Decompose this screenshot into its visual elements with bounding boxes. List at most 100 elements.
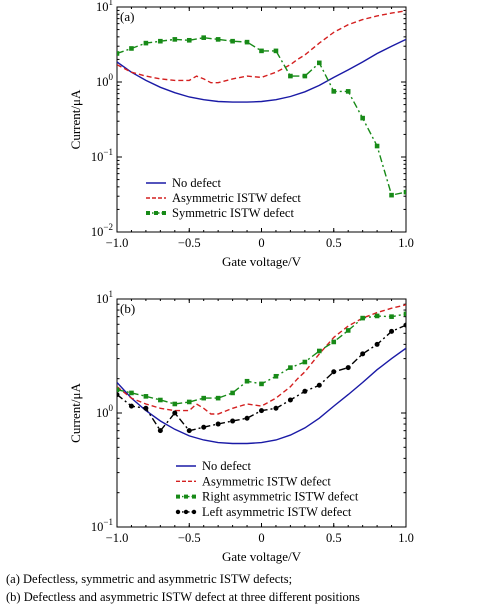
chart-0-ytick-base: 10 — [96, 0, 109, 14]
chart-1-point-left-asymmetric-istw-defect — [345, 365, 351, 371]
chart-0-point-symmetric-istw-defect — [302, 73, 308, 79]
chart-1-point-right-asymmetric-istw-defect — [230, 390, 235, 396]
chart-1-point-left-asymmetric-istw-defect — [273, 405, 279, 411]
chart-1-point-left-asymmetric-istw-defect — [201, 424, 207, 430]
chart-1-point-left-asymmetric-istw-defect — [374, 341, 380, 347]
chart-0-legend-marker-symmetric-istw-defect — [154, 211, 158, 215]
chart-1-xtick-label: −0.5 — [178, 531, 201, 545]
chart-0-point-symmetric-istw-defect — [158, 38, 163, 44]
chart-0-point-symmetric-istw-defect — [317, 60, 322, 66]
chart-0-ytick-label: 10−2 — [91, 222, 113, 239]
chart-0-ylabel: Current/μA — [68, 89, 83, 149]
chart-1-legend-label-no-defect: No defect — [202, 459, 251, 473]
chart-0-point-symmetric-istw-defect — [215, 37, 221, 42]
chart-0-point-symmetric-istw-defect — [403, 189, 406, 195]
chart-0-legend-label-asymmetric-istw-defect: Asymmetric ISTW defect — [172, 191, 301, 205]
chart-1-xtick-label: 0 — [258, 531, 264, 545]
caption-line-a: (a) Defectless, symmetric and asymmetric… — [6, 572, 293, 586]
chart-0-ytick-base: 10 — [91, 225, 104, 239]
chart-0-ytick-base: 10 — [91, 150, 104, 164]
chart-0-ytick-exp: 1 — [109, 0, 114, 7]
chart-1-legend-marker-right-asymmetric-istw-defect — [176, 494, 180, 499]
chart-1-point-right-asymmetric-istw-defect — [117, 387, 120, 393]
chart-1-ytick-exp: 1 — [109, 289, 114, 299]
chart-0-series-line-symmetric-istw-defect — [117, 36, 406, 196]
chart-1-panel-label: (b) — [120, 301, 135, 316]
chart-0-point-symmetric-istw-defect — [172, 37, 178, 42]
chart-0-ytick-base: 10 — [96, 75, 109, 89]
chart-1-point-right-asymmetric-istw-defect — [345, 328, 351, 333]
chart-0-point-symmetric-istw-defect — [374, 143, 380, 149]
chart-1-point-right-asymmetric-istw-defect — [259, 381, 264, 387]
chart-1-ytick-base: 10 — [96, 406, 109, 420]
chart-1-point-right-asymmetric-istw-defect — [302, 359, 308, 365]
chart-0-point-symmetric-istw-defect — [244, 39, 250, 45]
chart-1-point-right-asymmetric-istw-defect — [331, 339, 337, 345]
chart-1-point-right-asymmetric-istw-defect — [374, 313, 380, 319]
chart-1-point-right-asymmetric-istw-defect — [403, 311, 406, 317]
chart-0-ytick-exp: −2 — [103, 222, 113, 232]
chart-1-series-line-left-asymmetric-istw-defect — [117, 324, 406, 432]
chart-1-point-left-asymmetric-istw-defect — [117, 392, 120, 398]
chart-1-point-left-asymmetric-istw-defect — [316, 382, 322, 388]
chart-1-series-line-no-defect — [117, 347, 406, 445]
chart-1-point-right-asymmetric-istw-defect — [129, 390, 134, 396]
chart-1-legend-marker-left-asymmetric-istw-defect — [191, 509, 197, 515]
chart-1-point-left-asymmetric-istw-defect — [244, 415, 250, 421]
chart-1-ytick-base: 10 — [91, 520, 104, 534]
chart-0-ytick-label: 101 — [96, 0, 113, 14]
chart-0-xtick-label: 0.5 — [326, 236, 342, 250]
chart-1-point-left-asymmetric-istw-defect — [403, 322, 406, 328]
chart-1-point-right-asymmetric-istw-defect — [215, 395, 221, 401]
chart-0-xlabel: Gate voltage/V — [222, 254, 302, 269]
chart-0-point-symmetric-istw-defect — [143, 40, 149, 46]
chart-1-point-left-asymmetric-istw-defect — [215, 421, 221, 427]
chart-0-ytick-exp: −1 — [103, 147, 113, 157]
chart-1-point-left-asymmetric-istw-defect — [331, 369, 337, 375]
chart-1-legend-marker-left-asymmetric-istw-defect — [175, 509, 181, 515]
chart-1-point-left-asymmetric-istw-defect — [360, 351, 366, 357]
chart-1-point-right-asymmetric-istw-defect — [317, 348, 322, 354]
chart-1-xtick-label: 1.0 — [398, 531, 414, 545]
chart-1-point-right-asymmetric-istw-defect — [360, 315, 365, 321]
chart-0-legend-marker-symmetric-istw-defect — [146, 211, 150, 215]
chart-0-legend-marker-symmetric-istw-defect — [162, 211, 166, 215]
chart-0-series-group — [117, 10, 406, 198]
chart-1-series-line-asymmetric-istw-defect — [117, 304, 406, 415]
chart-0-point-symmetric-istw-defect — [117, 51, 120, 56]
chart-1-point-right-asymmetric-istw-defect — [288, 365, 293, 370]
chart-0-panel-label: (a) — [120, 9, 134, 24]
chart-0-ytick-label: 100 — [96, 72, 114, 89]
chart-1-xlabel: Gate voltage/V — [222, 549, 302, 564]
chart-0-xtick-label: 0 — [258, 236, 264, 250]
chart-0-series-line-asymmetric-istw-defect — [117, 10, 406, 84]
chart-1-point-left-asymmetric-istw-defect — [157, 428, 163, 434]
chart-1-point-left-asymmetric-istw-defect — [302, 388, 308, 394]
chart-0-point-symmetric-istw-defect — [331, 89, 337, 94]
chart-1-series-group — [117, 304, 406, 445]
chart-1-point-right-asymmetric-istw-defect — [172, 401, 178, 407]
chart-1-point-right-asymmetric-istw-defect — [158, 397, 163, 403]
chart-1-legend-label-left-asymmetric-istw-defect: Left asymmetric ISTW defect — [202, 505, 352, 519]
chart-0-point-symmetric-istw-defect — [288, 73, 293, 79]
caption-line-b: (b) Defectless and asymmetric ISTW defec… — [6, 590, 360, 604]
chart-1-xtick-label: −1.0 — [106, 531, 129, 545]
chart-0-point-symmetric-istw-defect — [259, 48, 264, 54]
chart-1-point-left-asymmetric-istw-defect — [172, 410, 178, 416]
chart-0-point-symmetric-istw-defect — [360, 115, 365, 121]
chart-0-xtick-label: −0.5 — [178, 236, 201, 250]
chart-1-legend-marker-right-asymmetric-istw-defect — [192, 494, 196, 499]
chart-1-point-left-asymmetric-istw-defect — [230, 418, 236, 424]
chart-1-ytick-exp: 0 — [109, 403, 114, 413]
chart-0-xtick-label: −1.0 — [106, 236, 129, 250]
chart-1-xtick-label: 0.5 — [326, 531, 342, 545]
chart-1-point-right-asymmetric-istw-defect — [273, 373, 279, 379]
chart-1-legend-label-asymmetric-istw-defect: Asymmetric ISTW defect — [202, 474, 331, 488]
chart-1-ytick-exp: −1 — [103, 517, 113, 527]
chart-1-point-left-asymmetric-istw-defect — [389, 328, 395, 334]
chart-0-point-symmetric-istw-defect — [230, 38, 235, 44]
chart-0-point-symmetric-istw-defect — [201, 35, 206, 40]
chart-1-point-left-asymmetric-istw-defect — [143, 405, 149, 411]
